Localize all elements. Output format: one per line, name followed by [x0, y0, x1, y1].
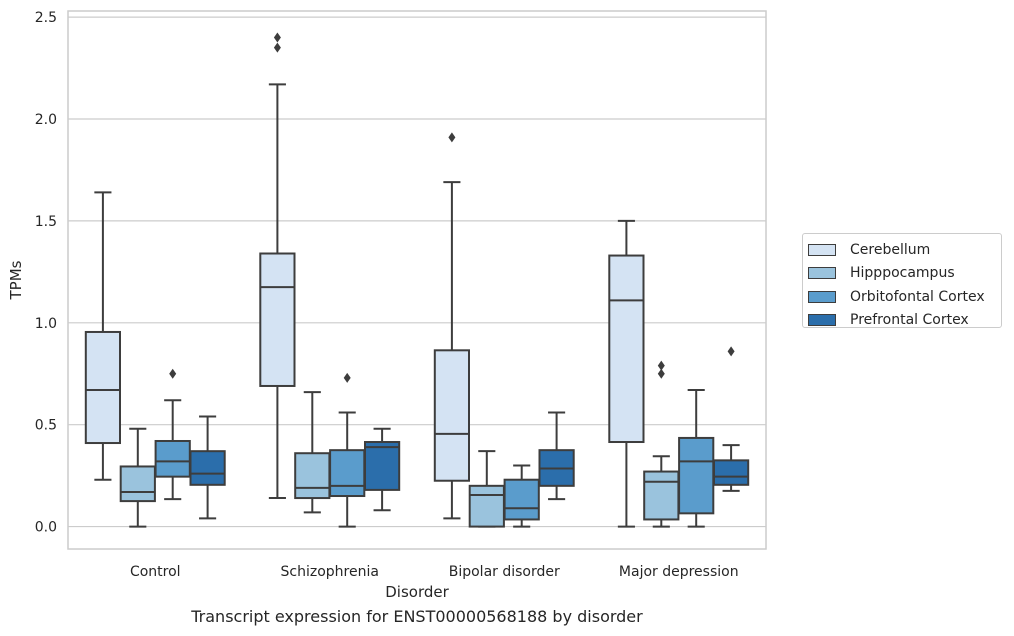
- box: [468, 484, 505, 528]
- box: [154, 439, 191, 478]
- box-prefrontal-cortex: [538, 411, 575, 501]
- outlier-point: [657, 368, 665, 379]
- outlier-point: [727, 346, 735, 357]
- box: [643, 470, 680, 521]
- legend-item: Cerebellum: [808, 238, 1001, 262]
- legend-swatch: [808, 290, 836, 303]
- box: [363, 441, 401, 491]
- legend-swatch: [808, 267, 836, 280]
- legend-label: Hipppocampus: [850, 265, 955, 282]
- y-axis-label: TPMs: [7, 260, 25, 300]
- box: [119, 465, 156, 503]
- y-tick-label: 1.0: [35, 316, 57, 332]
- x-tick-label: Schizophrenia: [281, 564, 379, 580]
- y-tick-labels: 0.0 0.5 1.0 1.5 2.0 2.5: [35, 10, 57, 535]
- box-hipppocampus: [468, 450, 505, 528]
- y-tick-label: 1.5: [35, 214, 57, 230]
- box-prefrontal-cortex: [363, 427, 401, 512]
- box-orbitofontal-cortex: [503, 464, 540, 528]
- box-hipppocampus: [294, 391, 331, 514]
- legend-swatch: [808, 243, 836, 256]
- x-tick-labels: Control Schizophrenia Bipolar disorder Majo…: [130, 564, 739, 580]
- outlier-point: [273, 42, 281, 53]
- box: [294, 452, 331, 500]
- legend-label: Prefrontal Cortex: [850, 312, 969, 329]
- outlier-point: [448, 132, 456, 143]
- x-axis-label: Disorder: [385, 583, 449, 601]
- outlier-point: [169, 368, 177, 379]
- box: [329, 449, 366, 498]
- legend: Cerebellum Hipppocampus Orbitofontal Corte…: [802, 233, 1002, 328]
- box: [259, 252, 296, 387]
- y-tick-label: 0.5: [35, 418, 57, 434]
- box-cerebellum: [84, 191, 122, 481]
- figure-caption: Transcript expression for ENST0000056818…: [191, 607, 643, 626]
- box: [84, 330, 122, 445]
- box: [189, 450, 226, 486]
- legend-label: Cerebellum: [850, 241, 931, 258]
- x-tick-label: Bipolar disorder: [449, 564, 560, 580]
- box-cerebellum: [259, 32, 296, 500]
- box-prefrontal-cortex: [189, 415, 226, 520]
- y-tick-label: 2.0: [35, 112, 57, 128]
- gridlines: [68, 16, 766, 528]
- box-hipppocampus: [119, 427, 156, 528]
- legend-label: Orbitofontal Cortex: [850, 288, 985, 305]
- box-hipppocampus: [643, 360, 680, 528]
- box: [433, 349, 471, 482]
- box: [712, 459, 750, 486]
- outlier-point: [657, 360, 665, 371]
- y-tick-label: 0.0: [35, 520, 57, 536]
- box-prefrontal-cortex: [712, 346, 750, 492]
- x-tick-label: Control: [130, 564, 181, 580]
- box-cerebellum: [608, 219, 645, 528]
- legend-item: Orbitofontal Cortex: [808, 285, 1001, 309]
- y-tick-label: 2.5: [35, 10, 57, 26]
- box-orbitofontal-cortex: [329, 372, 366, 528]
- box: [678, 436, 715, 515]
- box-orbitofontal-cortex: [154, 368, 191, 501]
- box-cerebellum: [433, 132, 471, 520]
- legend-item: Hipppocampus: [808, 262, 1001, 286]
- box: [503, 478, 540, 521]
- x-tick-label: Major depression: [619, 564, 739, 580]
- outlier-point: [343, 372, 351, 383]
- box-orbitofontal-cortex: [678, 389, 715, 528]
- box: [608, 254, 645, 444]
- legend-swatch: [808, 314, 836, 327]
- box-groups: [84, 32, 750, 528]
- outlier-point: [273, 32, 281, 43]
- plot-frame: [67, 10, 767, 550]
- legend-item: Prefrontal Cortex: [808, 309, 1001, 333]
